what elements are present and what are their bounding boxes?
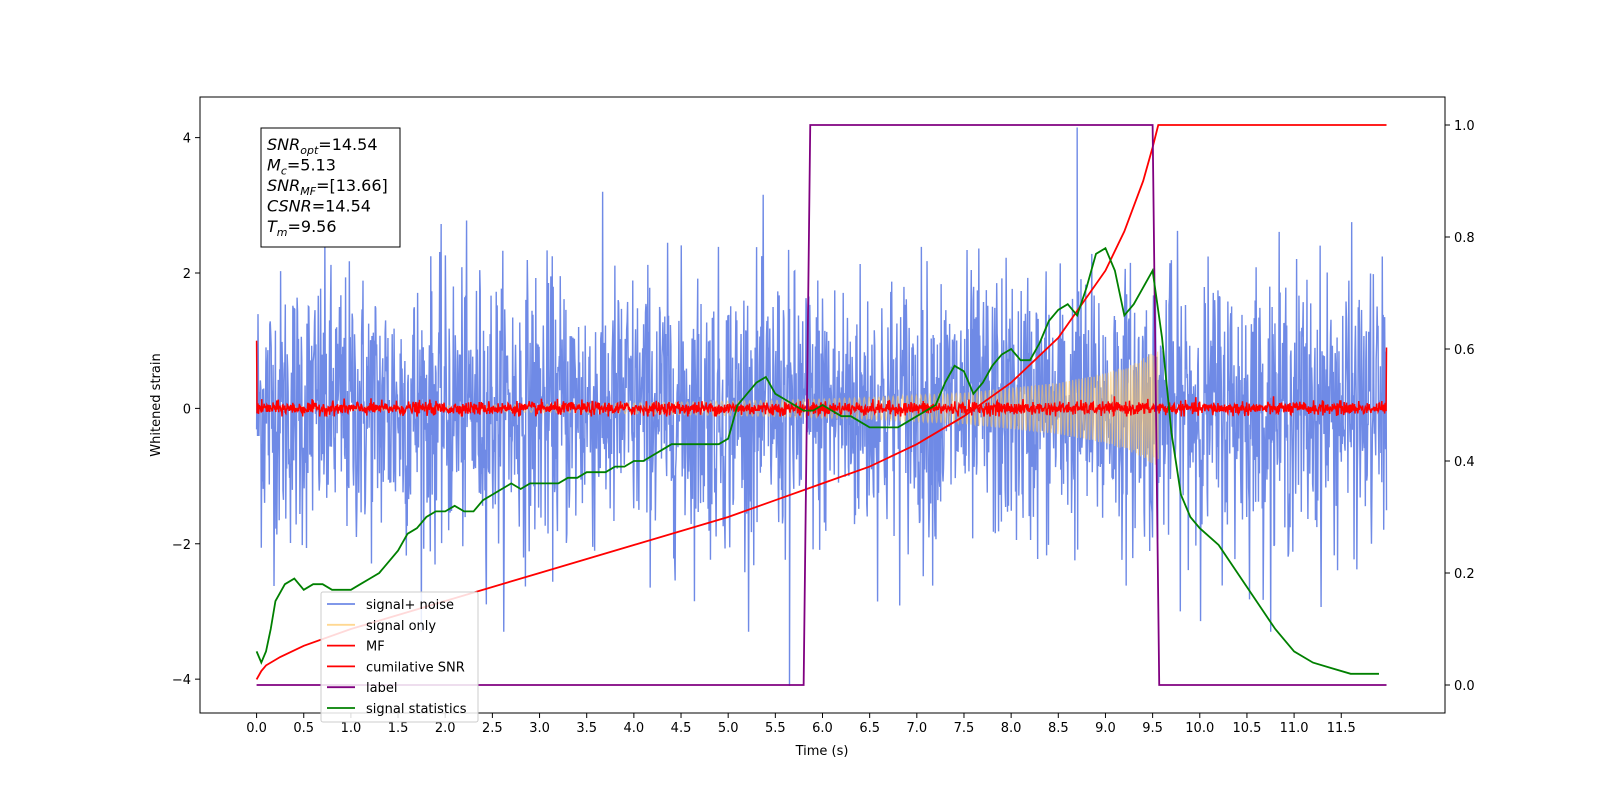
x-tick-label: 4.0 [624,721,645,736]
x-tick-label: 10.5 [1232,721,1261,736]
y-axis-left: −4 −2 0 2 4 [172,132,200,688]
x-tick-label: 6.5 [859,721,880,736]
legend-label-label: label [366,681,397,696]
legend: signal+ noise signal only MF cumilative SNR… [320,591,479,723]
x-tick-label: 8.0 [1001,721,1022,736]
y-axis-right: 0.0 0.2 0.4 0.6 0.8 1.0 [1445,119,1475,694]
x-tick-label: 2.0 [435,721,456,736]
annotation-line: CSNR=14.54 [267,197,371,216]
x-axis: 0.0 0.5 1.0 1.5 2.0 2.5 3.0 3.5 4.0 4.5 5.0 5.5 6.0 6… [246,713,1356,736]
y-tick-label: 0 [183,402,191,417]
legend-label-signal-noise: signal+ noise [366,598,454,613]
y2-tick-label: 0.8 [1454,231,1475,246]
x-tick-label: 11.5 [1327,721,1356,736]
x-tick-label: 1.5 [388,721,409,736]
series-layer [255,124,1388,686]
legend-label-signal-only: signal only [366,619,436,634]
annotation-box: SNRopt=14.54Mc=5.13SNRMF=[13.66]CSNR=14.… [260,127,401,248]
x-tick-label: 4.5 [671,721,692,736]
series-signal-statistics [255,246,1379,675]
x-tick-label: 6.0 [812,721,833,736]
x-tick-label: 3.5 [576,721,597,736]
x-tick-label: 1.0 [341,721,362,736]
annotation-line: SNRopt=14.54 [267,135,378,157]
x-tick-label: 7.0 [906,721,927,736]
series-mf [255,340,1388,418]
y-axis-label: Whitened strain [149,353,164,456]
series-signal-noise [255,127,1388,686]
legend-label-mf: MF [366,640,385,655]
y2-tick-label: 1.0 [1454,119,1475,134]
y2-tick-label: 0.6 [1454,343,1475,358]
x-tick-label: 9.5 [1142,721,1163,736]
annotation-line: Mc=5.13 [267,156,336,178]
y2-tick-label: 0.2 [1454,567,1475,582]
x-axis-label: Time (s) [795,744,849,759]
y2-tick-label: 0.0 [1454,679,1475,694]
x-tick-label: 8.5 [1048,721,1069,736]
y-tick-label: 4 [183,132,191,147]
x-tick-label: 11.0 [1280,721,1309,736]
y-tick-label: −2 [172,538,191,553]
x-tick-label: 3.0 [529,721,550,736]
series-label [256,124,1387,686]
x-tick-label: 9.0 [1095,721,1116,736]
y-tick-label: 2 [183,267,191,282]
x-tick-label: 2.5 [482,721,503,736]
x-tick-label: 0.5 [293,721,314,736]
x-tick-label: 10.0 [1185,721,1214,736]
annotation-frame [260,127,401,248]
legend-label-signal-statistics: signal statistics [366,702,467,717]
y-tick-label: −4 [172,673,191,688]
series-cumilative-snr [255,124,1387,680]
x-tick-label: 5.0 [718,721,739,736]
x-tick-label: 5.5 [765,721,786,736]
x-tick-label: 0.0 [246,721,267,736]
annotation-line: SNRMF=[13.66] [267,176,388,198]
legend-frame [320,591,479,723]
legend-label-cumilative-snr: cumilative SNR [366,660,465,675]
y2-tick-label: 0.4 [1454,455,1475,470]
x-tick-label: 7.5 [954,721,975,736]
annotation-line: Tm=9.56 [267,217,337,239]
